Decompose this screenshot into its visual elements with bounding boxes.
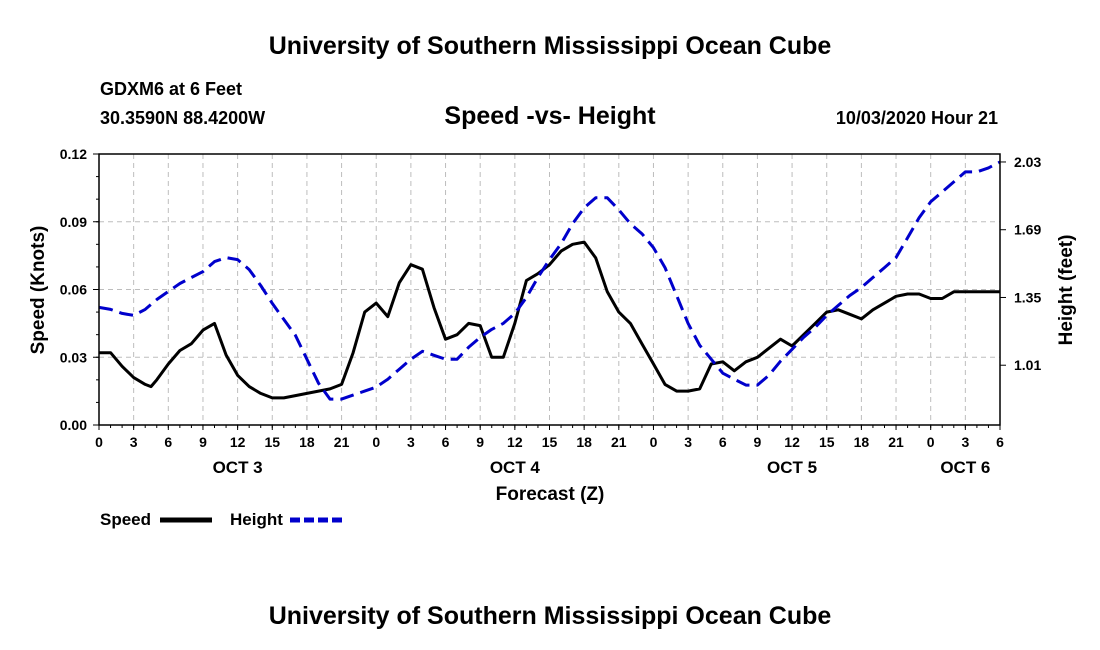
page-title-bottom: University of Southern Mississippi Ocean… — [269, 602, 832, 630]
x-tick-label: 18 — [299, 434, 315, 450]
x-tick-label: 9 — [754, 434, 762, 450]
chart-title: Speed -vs- Height — [444, 102, 656, 130]
y-axis-label-right: Height (feet) — [1056, 235, 1077, 346]
x-tick-label: 0 — [95, 434, 103, 450]
day-label: OCT 6 — [940, 458, 990, 477]
grid-lines — [99, 154, 1000, 425]
x-tick-label: 3 — [130, 434, 138, 450]
y-tick-label-right: 1.01 — [1014, 357, 1041, 373]
x-tick-label: 0 — [650, 434, 658, 450]
y-tick-label-right: 1.35 — [1014, 289, 1041, 305]
day-label: OCT 4 — [490, 458, 541, 477]
y-tick-label-right: 1.69 — [1014, 222, 1041, 238]
x-tick-label: 9 — [476, 434, 484, 450]
x-tick-label: 6 — [442, 434, 450, 450]
day-label: OCT 5 — [767, 458, 817, 477]
x-tick-label: 0 — [927, 434, 935, 450]
tick-marks: 0 3 6 9 12 15 18 21 0 3 6 9 12 15 18 21 0 3 6 9 12 15 18 21 0 3 6O… — [60, 146, 1042, 477]
x-tick-label: 6 — [164, 434, 172, 450]
x-tick-label: 21 — [888, 434, 904, 450]
y-tick-label-right: 2.03 — [1014, 154, 1041, 170]
x-tick-label: 18 — [854, 434, 870, 450]
y-tick-label-left: 0.12 — [60, 146, 87, 162]
x-tick-label: 21 — [611, 434, 627, 450]
x-tick-label: 6 — [996, 434, 1004, 450]
x-tick-label: 3 — [961, 434, 969, 450]
station-label: GDXM6 at 6 Feet — [100, 79, 242, 99]
x-tick-label: 12 — [507, 434, 523, 450]
legend: Speed Height — [100, 510, 342, 529]
day-label: OCT 3 — [213, 458, 263, 477]
x-tick-label: 18 — [576, 434, 592, 450]
timestamp-label: 10/03/2020 Hour 21 — [836, 108, 998, 128]
x-tick-label: 3 — [684, 434, 692, 450]
x-tick-label: 6 — [719, 434, 727, 450]
y-axis-label-left: Speed (Knots) — [28, 226, 49, 355]
legend-height-label: Height — [230, 510, 283, 529]
x-tick-label: 9 — [199, 434, 207, 450]
coords-label: 30.3590N 88.4200W — [100, 108, 265, 128]
y-tick-label-left: 0.09 — [60, 214, 87, 230]
page-title-top: University of Southern Mississippi Ocean… — [269, 32, 832, 60]
x-tick-label: 15 — [819, 434, 835, 450]
x-tick-label: 21 — [334, 434, 350, 450]
x-tick-label: 3 — [407, 434, 415, 450]
x-tick-label: 0 — [372, 434, 380, 450]
y-tick-label-left: 0.06 — [60, 282, 87, 298]
y-tick-label-left: 0.00 — [60, 417, 87, 433]
y-tick-label-left: 0.03 — [60, 349, 87, 365]
series-layer — [98, 160, 1001, 401]
x-tick-label: 12 — [784, 434, 800, 450]
x-tick-label: 15 — [264, 434, 280, 450]
x-tick-label: 12 — [230, 434, 246, 450]
x-axis-label: Forecast (Z) — [496, 484, 605, 505]
legend-speed-label: Speed — [100, 510, 151, 529]
x-tick-label: 15 — [542, 434, 558, 450]
series-line-height — [98, 160, 1001, 401]
